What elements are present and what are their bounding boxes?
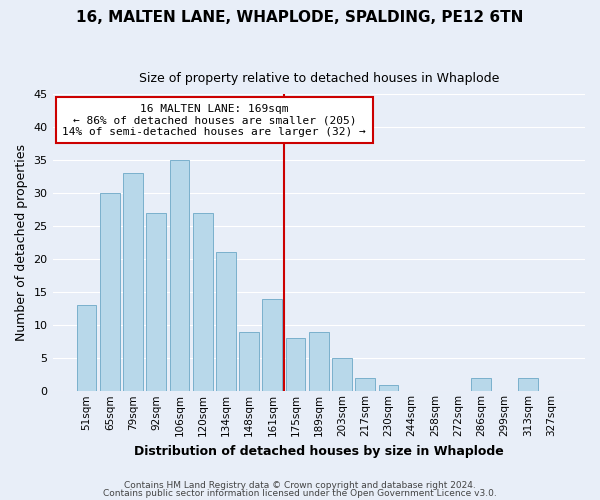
Text: Contains HM Land Registry data © Crown copyright and database right 2024.: Contains HM Land Registry data © Crown c… [124,481,476,490]
Bar [146,212,166,392]
Bar [170,160,190,392]
Text: Contains public sector information licensed under the Open Government Licence v3: Contains public sector information licen… [103,488,497,498]
Bar [472,378,491,392]
Bar [355,378,375,392]
Title: Size of property relative to detached houses in Whaplode: Size of property relative to detached ho… [139,72,499,86]
X-axis label: Distribution of detached houses by size in Whaplode: Distribution of detached houses by size … [134,444,503,458]
Bar [123,173,143,392]
Bar [100,193,119,392]
Bar [193,212,212,392]
Bar [518,378,538,392]
Bar [216,252,236,392]
Text: 16, MALTEN LANE, WHAPLODE, SPALDING, PE12 6TN: 16, MALTEN LANE, WHAPLODE, SPALDING, PE1… [76,10,524,25]
Bar [286,338,305,392]
Text: 16 MALTEN LANE: 169sqm
← 86% of detached houses are smaller (205)
14% of semi-de: 16 MALTEN LANE: 169sqm ← 86% of detached… [62,104,366,136]
Bar [262,298,282,392]
Bar [239,332,259,392]
Y-axis label: Number of detached properties: Number of detached properties [15,144,28,341]
Bar [379,384,398,392]
Bar [309,332,329,392]
Bar [77,306,97,392]
Bar [332,358,352,392]
